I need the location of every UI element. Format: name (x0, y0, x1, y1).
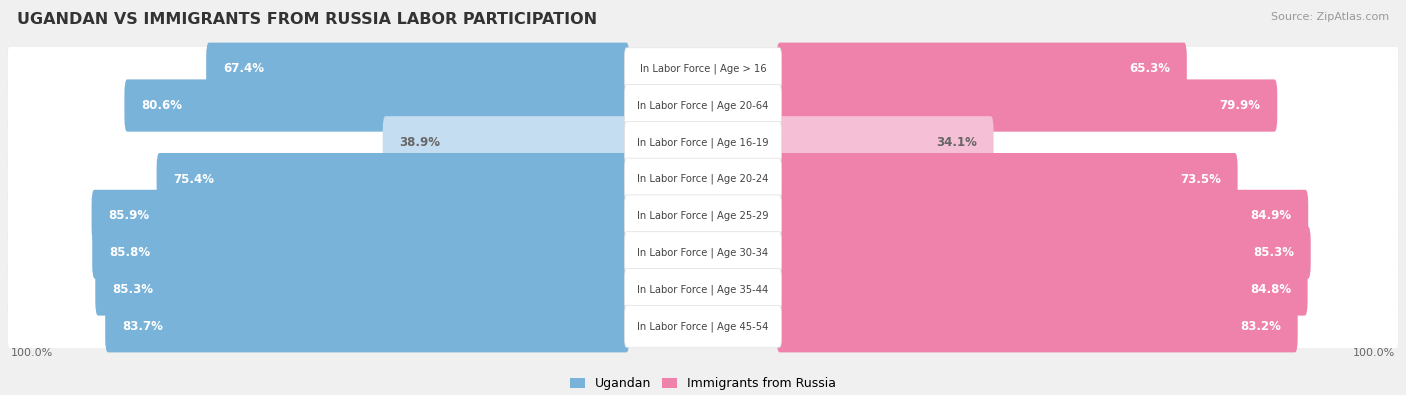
FancyBboxPatch shape (7, 225, 1399, 280)
Text: In Labor Force | Age 30-34: In Labor Force | Age 30-34 (637, 247, 769, 258)
FancyBboxPatch shape (96, 263, 630, 316)
FancyBboxPatch shape (776, 300, 1298, 352)
FancyBboxPatch shape (776, 43, 1187, 95)
Text: In Labor Force | Age 20-64: In Labor Force | Age 20-64 (637, 100, 769, 111)
FancyBboxPatch shape (7, 263, 1399, 316)
Text: 85.8%: 85.8% (108, 246, 150, 259)
FancyBboxPatch shape (776, 153, 1237, 205)
FancyBboxPatch shape (7, 262, 1399, 317)
Text: In Labor Force | Age 16-19: In Labor Force | Age 16-19 (637, 137, 769, 148)
Text: In Labor Force | Age 35-44: In Labor Force | Age 35-44 (637, 284, 769, 295)
Text: 84.9%: 84.9% (1250, 209, 1292, 222)
Text: In Labor Force | Age 45-54: In Labor Force | Age 45-54 (637, 321, 769, 331)
FancyBboxPatch shape (624, 195, 782, 237)
FancyBboxPatch shape (207, 43, 630, 95)
FancyBboxPatch shape (624, 121, 782, 163)
FancyBboxPatch shape (7, 152, 1399, 207)
FancyBboxPatch shape (7, 78, 1399, 133)
Legend: Ugandan, Immigrants from Russia: Ugandan, Immigrants from Russia (565, 372, 841, 395)
FancyBboxPatch shape (624, 158, 782, 200)
Text: 100.0%: 100.0% (10, 348, 53, 357)
Text: 75.4%: 75.4% (173, 173, 214, 186)
FancyBboxPatch shape (7, 116, 1399, 168)
FancyBboxPatch shape (7, 79, 1399, 132)
Text: In Labor Force | Age > 16: In Labor Force | Age > 16 (640, 64, 766, 74)
Text: In Labor Force | Age 25-29: In Labor Force | Age 25-29 (637, 211, 769, 221)
Text: 85.3%: 85.3% (112, 283, 153, 296)
Text: In Labor Force | Age 20-24: In Labor Force | Age 20-24 (637, 174, 769, 184)
Text: 34.1%: 34.1% (936, 136, 977, 149)
FancyBboxPatch shape (93, 227, 630, 279)
Text: 38.9%: 38.9% (399, 136, 440, 149)
FancyBboxPatch shape (7, 153, 1399, 205)
FancyBboxPatch shape (624, 85, 782, 126)
Text: 85.3%: 85.3% (1253, 246, 1294, 259)
FancyBboxPatch shape (7, 188, 1399, 243)
Text: Source: ZipAtlas.com: Source: ZipAtlas.com (1271, 12, 1389, 22)
Text: 83.7%: 83.7% (122, 320, 163, 333)
FancyBboxPatch shape (624, 232, 782, 274)
FancyBboxPatch shape (156, 153, 630, 205)
Text: 83.2%: 83.2% (1240, 320, 1281, 333)
FancyBboxPatch shape (7, 227, 1399, 279)
FancyBboxPatch shape (776, 190, 1308, 242)
FancyBboxPatch shape (7, 43, 1399, 95)
FancyBboxPatch shape (624, 269, 782, 310)
FancyBboxPatch shape (7, 115, 1399, 170)
FancyBboxPatch shape (776, 116, 994, 168)
FancyBboxPatch shape (105, 300, 630, 352)
FancyBboxPatch shape (382, 116, 630, 168)
FancyBboxPatch shape (624, 48, 782, 90)
FancyBboxPatch shape (124, 79, 630, 132)
FancyBboxPatch shape (7, 190, 1399, 242)
Text: 79.9%: 79.9% (1219, 99, 1261, 112)
FancyBboxPatch shape (7, 300, 1399, 352)
Text: 85.9%: 85.9% (108, 209, 149, 222)
FancyBboxPatch shape (91, 190, 630, 242)
Text: UGANDAN VS IMMIGRANTS FROM RUSSIA LABOR PARTICIPATION: UGANDAN VS IMMIGRANTS FROM RUSSIA LABOR … (17, 12, 598, 27)
FancyBboxPatch shape (776, 227, 1310, 279)
Text: 65.3%: 65.3% (1129, 62, 1170, 75)
FancyBboxPatch shape (776, 79, 1277, 132)
FancyBboxPatch shape (624, 305, 782, 347)
Text: 100.0%: 100.0% (1353, 348, 1396, 357)
FancyBboxPatch shape (7, 299, 1399, 354)
Text: 80.6%: 80.6% (141, 99, 183, 112)
FancyBboxPatch shape (7, 41, 1399, 96)
FancyBboxPatch shape (776, 263, 1308, 316)
Text: 73.5%: 73.5% (1180, 173, 1220, 186)
Text: 84.8%: 84.8% (1250, 283, 1291, 296)
Text: 67.4%: 67.4% (224, 62, 264, 75)
